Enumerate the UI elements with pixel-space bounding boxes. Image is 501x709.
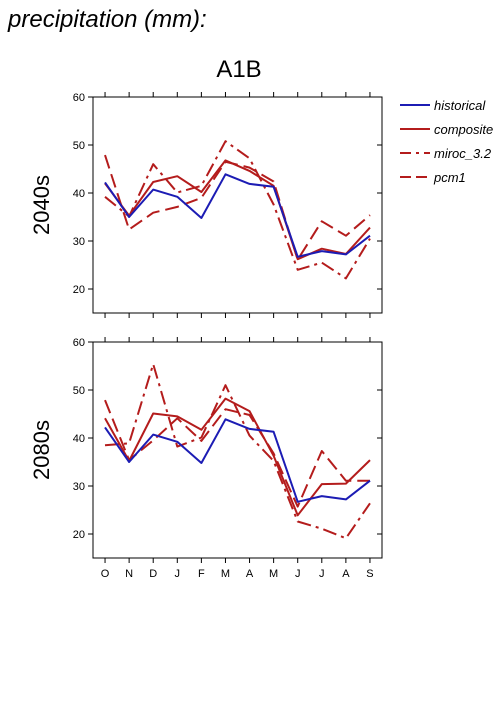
panel-ylabel: 2040s bbox=[29, 175, 54, 235]
y-tick-label: 40 bbox=[73, 433, 85, 445]
series-line-pcm1 bbox=[104, 399, 370, 508]
plot-frame bbox=[92, 341, 383, 559]
legend-label: miroc_3.2 bbox=[434, 146, 492, 161]
x-tick-label: F bbox=[198, 568, 205, 580]
series-line-historical bbox=[104, 173, 371, 258]
panel-2: 20 30 40 50 60 O N D J F M A M J J A S 2080s bbox=[29, 337, 383, 580]
x-tick-label: A bbox=[342, 568, 350, 580]
panel-ylabel: 2080s bbox=[29, 420, 54, 480]
series-line-historical bbox=[104, 418, 371, 503]
plot-frame bbox=[92, 96, 383, 314]
legend-label: pcm1 bbox=[433, 170, 466, 185]
y-tick-label: 30 bbox=[73, 236, 85, 248]
x-tick-label: J bbox=[175, 568, 181, 580]
panel-1: 20 30 40 50 60 2040s bbox=[29, 92, 383, 318]
legend-label: historical bbox=[434, 98, 486, 113]
y-tick-label: 50 bbox=[73, 385, 85, 397]
x-tick-label: A bbox=[246, 568, 254, 580]
series-line-composite bbox=[104, 397, 371, 517]
y-tick-label: 20 bbox=[73, 529, 85, 541]
y-tick-label: 60 bbox=[73, 92, 85, 104]
series-line-miroc-3-2 bbox=[104, 363, 371, 540]
series-line-miroc-3-2 bbox=[104, 140, 371, 280]
y-tick-label: 50 bbox=[73, 140, 85, 152]
x-tick-label: M bbox=[221, 568, 230, 580]
series-line-composite bbox=[104, 159, 371, 261]
y-tick-label: 20 bbox=[73, 284, 85, 296]
x-tick-label: S bbox=[366, 568, 373, 580]
x-tick-label: J bbox=[295, 568, 301, 580]
legend-label: composite bbox=[434, 122, 493, 137]
y-tick-label: 40 bbox=[73, 188, 85, 200]
x-tick-label: M bbox=[269, 568, 278, 580]
y-tick-label: 30 bbox=[73, 481, 85, 493]
panels-layer: 20 30 40 50 60 2040s 20 30 40 50 60 O N D J F M A M J J A S 208… bbox=[29, 92, 383, 580]
x-tick-label: O bbox=[101, 568, 110, 580]
x-tick-label: N bbox=[125, 568, 133, 580]
legend: historical composite miroc_3.2 pcm1 bbox=[400, 98, 493, 185]
page-title: precipitation (mm): bbox=[8, 6, 207, 33]
y-tick-label: 60 bbox=[73, 337, 85, 349]
x-tick-label: J bbox=[319, 568, 325, 580]
series-line-pcm1 bbox=[104, 154, 371, 261]
chart-title: A1B bbox=[216, 56, 262, 83]
x-tick-label: D bbox=[149, 568, 157, 580]
